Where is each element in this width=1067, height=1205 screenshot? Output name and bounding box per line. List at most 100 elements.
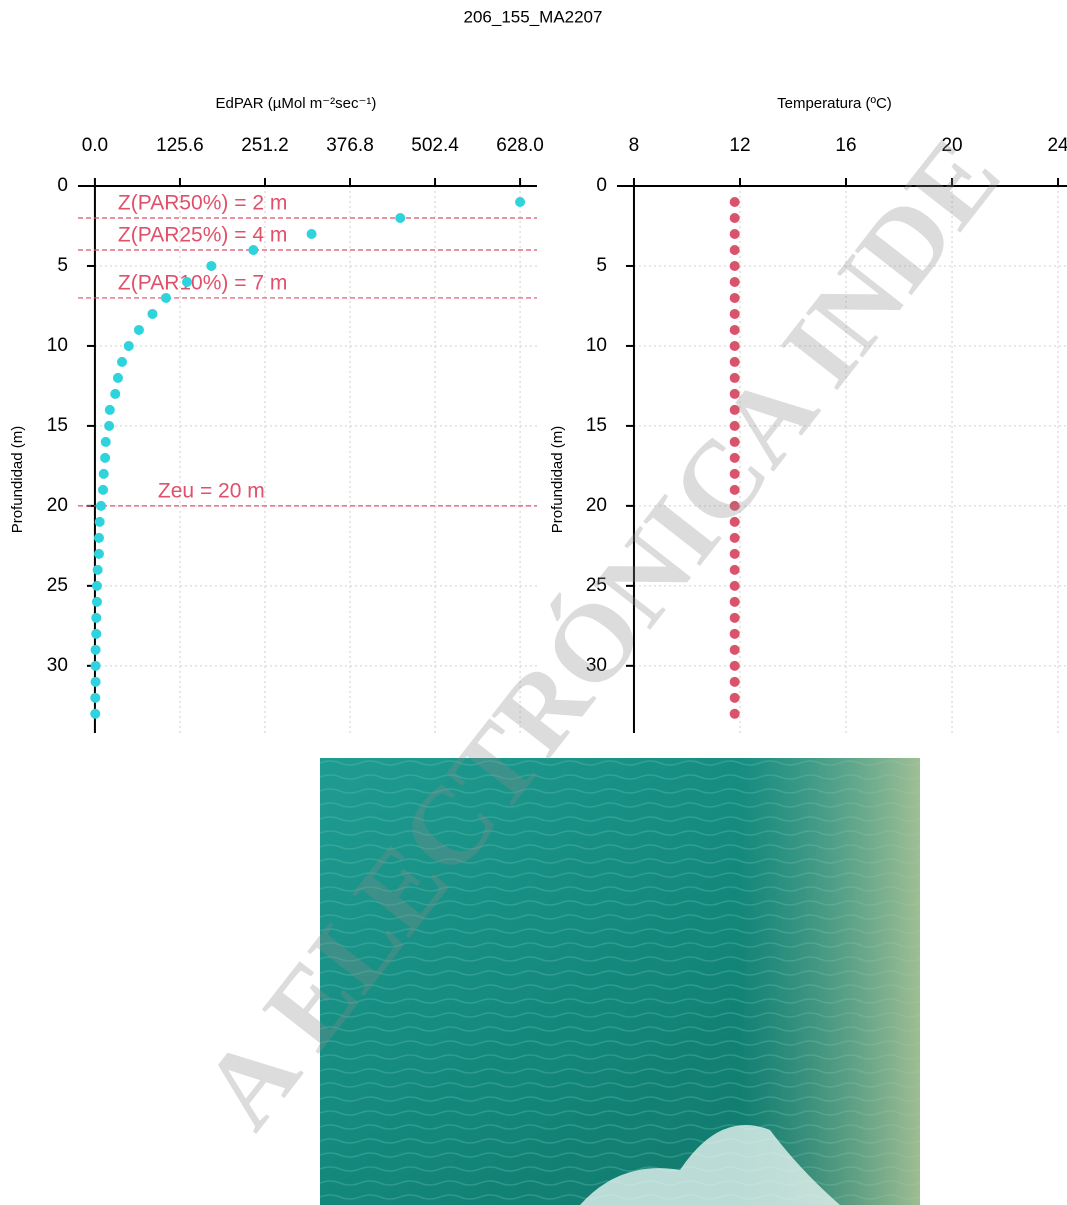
data-point [395,212,406,223]
data-point [729,660,740,671]
data-point [104,420,115,431]
data-point [90,676,101,687]
data-point [729,372,740,383]
x-tick-label: 0.0 [82,135,108,156]
y-tick-label: 25 [47,575,68,596]
x-tick-label: 502.4 [411,135,459,156]
data-point [93,548,104,559]
data-point [90,708,101,719]
data-point [110,388,121,399]
data-point [91,580,102,591]
data-point [729,708,740,719]
x-tick-label: 125.6 [156,135,204,156]
data-point [729,580,740,591]
y-tick-label: 30 [586,655,607,676]
y-tick-label: 0 [596,175,607,196]
data-point [112,372,123,383]
x-tick-label: 251.2 [241,135,289,156]
data-point [147,308,158,319]
data-point [91,628,102,639]
data-point [729,692,740,703]
data-point [729,212,740,223]
data-point [729,436,740,447]
reference-label: Z(PAR10%) = 7 m [118,272,287,295]
data-point [729,228,740,239]
data-point [98,468,109,479]
y-tick-label: 25 [586,575,607,596]
data-point [104,404,115,415]
reference-label: Zeu = 20 m [158,479,265,502]
y-tick-label: 5 [596,255,607,276]
data-point [729,532,740,543]
data-point [729,420,740,431]
data-point [729,324,740,335]
x-tick-label: 8 [629,135,640,156]
y-axis-title: Profundidad (m) [549,426,566,534]
data-point [90,660,101,671]
foam [580,1125,840,1205]
y-tick-label: 0 [57,175,68,196]
data-point [98,484,109,495]
data-point [90,644,101,655]
data-point [96,500,107,511]
data-point [93,532,104,543]
data-point [729,404,740,415]
data-point [729,468,740,479]
data-point [729,340,740,351]
data-point [729,196,740,207]
data-point [729,500,740,511]
data-point [729,452,740,463]
data-point [133,324,144,335]
data-point [100,436,111,447]
light-glare [320,758,920,1205]
data-point [117,356,128,367]
x-axis-title: Temperatura (ºC) [777,95,892,112]
data-point [94,516,105,527]
x-tick-label: 24 [1047,135,1067,156]
data-point [729,628,740,639]
y-axis-title: Profundidad (m) [9,426,26,534]
y-tick-label: 5 [57,255,68,276]
y-tick-label: 30 [47,655,68,676]
data-point [729,612,740,623]
reference-label: Z(PAR25%) = 4 m [118,224,287,247]
data-point [729,244,740,255]
y-tick-label: 15 [47,415,68,436]
data-point [729,276,740,287]
data-point [729,388,740,399]
data-point [161,292,172,303]
data-point [729,516,740,527]
data-point [729,564,740,575]
data-point [181,276,192,287]
data-point [91,612,102,623]
data-point [90,692,101,703]
y-tick-label: 10 [47,335,68,356]
data-point [729,644,740,655]
y-tick-label: 20 [47,495,68,516]
data-point [306,228,317,239]
data-point [729,356,740,367]
charts: 0.0 125.6 251.2 376.8 502.4 628.0 0 5 10 15 20 25 30… [9,95,1067,733]
x-tick-label: 20 [941,135,962,156]
data-point [729,596,740,607]
y-tick-label: 20 [586,495,607,516]
data-point [729,676,740,687]
data-point [515,196,526,207]
x-tick-label: 628.0 [496,135,544,156]
page-title: 206_155_MA2207 [464,7,603,26]
data-point [123,340,134,351]
data-point [100,452,111,463]
data-point [729,548,740,559]
data-point [729,292,740,303]
data-point [206,260,217,271]
data-point [729,260,740,271]
photo [320,758,920,1205]
x-tick-label: 12 [729,135,750,156]
data-point [91,596,102,607]
x-tick-label: 376.8 [326,135,374,156]
data-point [92,564,103,575]
x-axis-title: EdPAR (µMol m⁻²sec⁻¹) [216,95,377,112]
reference-label: Z(PAR50%) = 2 m [118,192,287,215]
y-tick-label: 10 [586,335,607,356]
